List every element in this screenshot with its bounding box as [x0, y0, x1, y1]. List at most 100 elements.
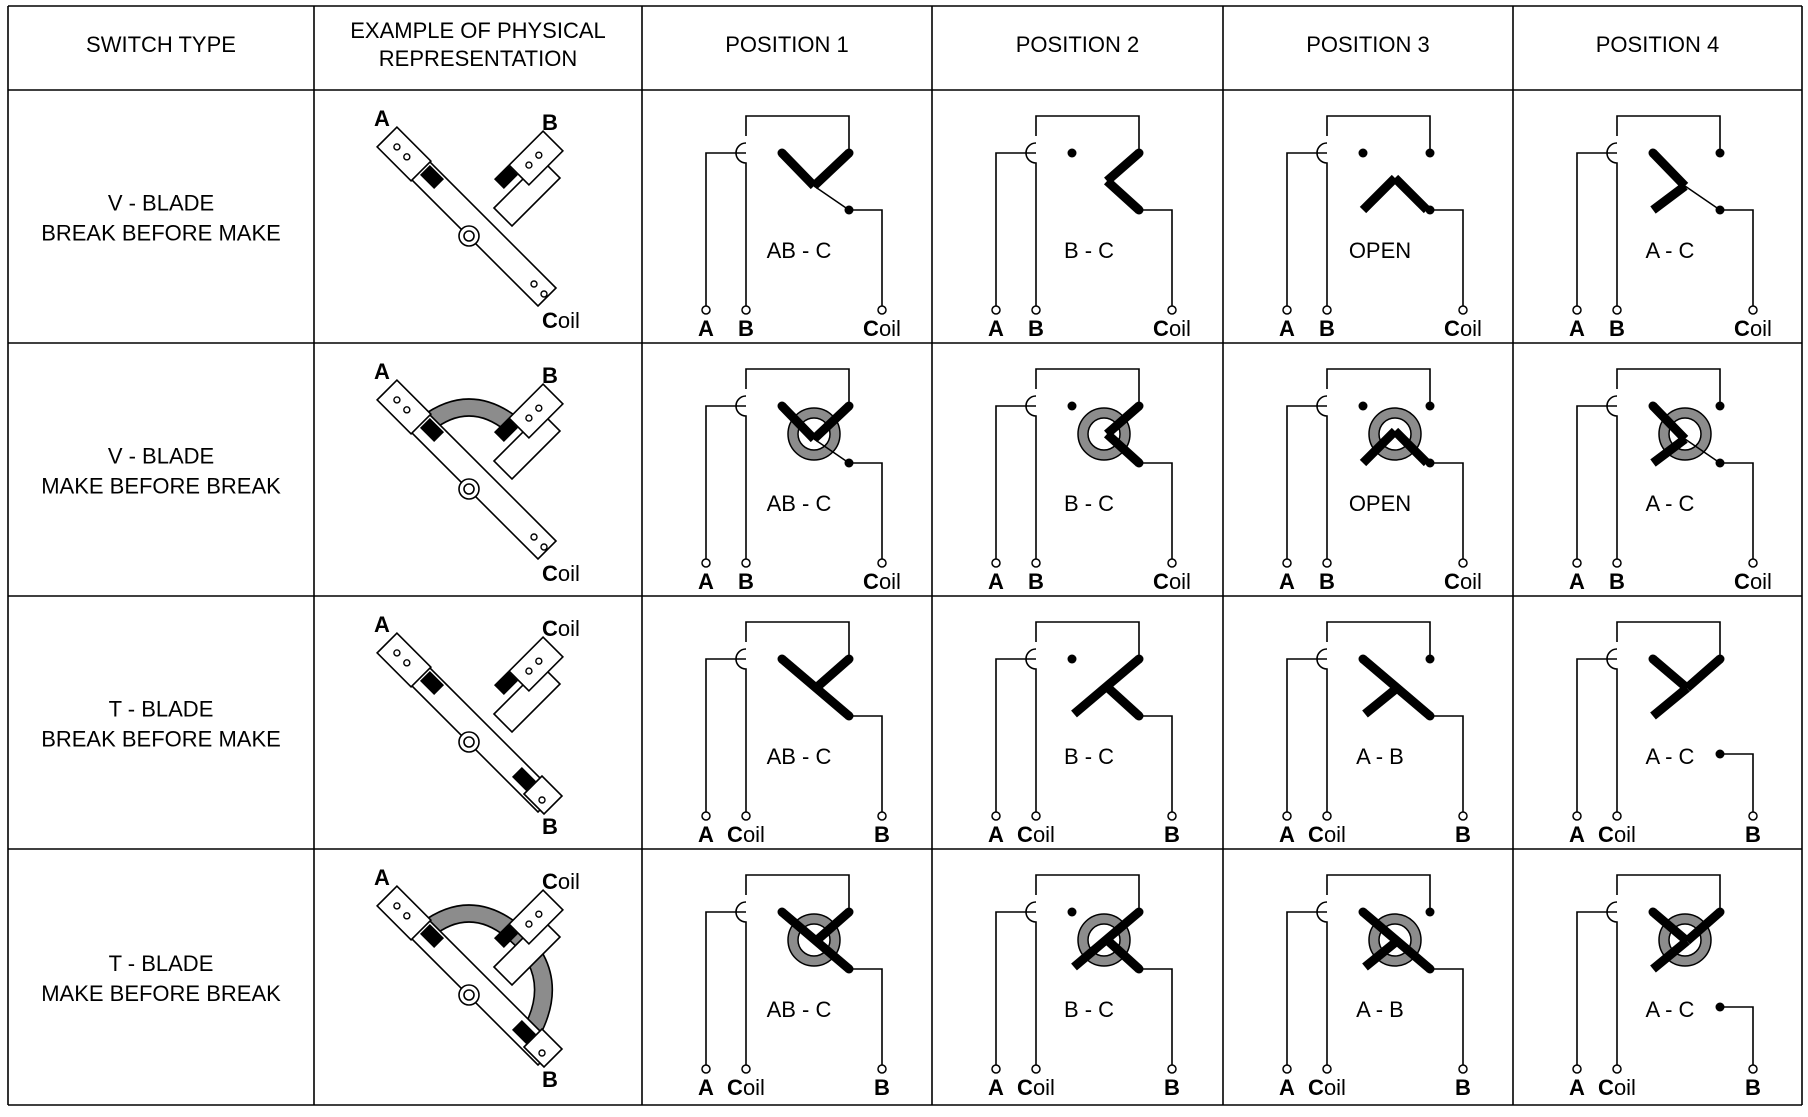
position-label-4: A - C: [1646, 238, 1695, 263]
physical-label-tail: B: [542, 1067, 558, 1092]
screw-hole: [540, 290, 548, 298]
physical-representation: A Coil B: [374, 865, 580, 1092]
switch-type-line1: V - BLADE: [108, 444, 214, 469]
wire-b: [1606, 648, 1618, 812]
terminal-plate: [375, 631, 433, 689]
wire-c: [1720, 753, 1754, 812]
terminal-0: [701, 811, 711, 821]
blade-hollow: [1684, 438, 1721, 464]
physical-label-tail: B: [542, 814, 558, 839]
terminal-label-2: B: [1319, 569, 1335, 594]
position-schematic: AB - C A Coil B: [698, 621, 890, 847]
terminal-2: [877, 1064, 887, 1074]
position-schematic: A - C A Coil B: [1569, 874, 1761, 1100]
terminal-label-3: Coil: [1153, 316, 1191, 341]
screw-hole: [393, 396, 401, 404]
terminal-2: [1167, 811, 1177, 821]
wire-c: [1139, 462, 1173, 559]
wire-top-loop: [1616, 874, 1721, 912]
terminal-label-3: B: [1455, 822, 1471, 847]
terminal-label-2: Coil: [1598, 1075, 1636, 1100]
screw-hole: [530, 533, 538, 541]
blade-bar: [810, 402, 853, 443]
terminal-plate: [507, 635, 565, 693]
terminal-plate-right: [507, 635, 565, 693]
terminal-plate: [507, 382, 565, 440]
terminal-label-3: B: [1745, 1075, 1761, 1100]
terminal-2: [1458, 1064, 1468, 1074]
blade-bar: [1391, 427, 1431, 467]
wire-b: [1316, 395, 1328, 559]
blade-bar: [778, 402, 818, 443]
wire-top-loop: [1616, 621, 1721, 659]
blade-bar: [1102, 682, 1143, 720]
screw-hole: [403, 153, 411, 161]
wire-c: [1430, 462, 1464, 559]
terminal-0: [991, 811, 1001, 821]
contact-dot: [1715, 1002, 1725, 1012]
wire-b: [735, 142, 747, 306]
terminal-label-2: B: [1609, 316, 1625, 341]
wire-b: [1316, 142, 1328, 306]
screw-hole: [403, 659, 411, 667]
position-label-4: A - C: [1646, 997, 1695, 1022]
terminal-0: [1282, 1064, 1292, 1074]
terminal-1: [741, 811, 751, 821]
wire-top-loop: [1616, 368, 1721, 406]
contact-dot: [1715, 401, 1725, 411]
blade-bar: [813, 655, 852, 692]
physical-label-right: B: [542, 110, 558, 135]
header-switch-type: SWITCH TYPE: [86, 32, 236, 57]
position-label-2: B - C: [1064, 744, 1114, 769]
blade-bar: [813, 908, 852, 945]
contact-dot: [1358, 148, 1368, 158]
position-label-3: A - B: [1356, 744, 1404, 769]
header-position-4: POSITION 4: [1596, 32, 1719, 57]
switch-type-line1: T - BLADE: [109, 951, 214, 976]
terminal-label-2: Coil: [727, 1075, 765, 1100]
wire-c: [849, 968, 883, 1065]
blade-bar: [778, 149, 818, 190]
blade-bar: [1649, 149, 1689, 190]
wire-a: [705, 911, 746, 1065]
physical-representation: A B Coil: [374, 106, 580, 333]
terminal-2: [1167, 1064, 1177, 1074]
terminal-plate-left: [375, 631, 433, 689]
terminal-plate-left: [375, 125, 433, 183]
wire-a: [1576, 658, 1617, 812]
terminal-label-3: B: [1164, 822, 1180, 847]
terminal-0: [1572, 558, 1582, 568]
wire-b: [1025, 648, 1037, 812]
terminal-label-3: B: [1745, 822, 1761, 847]
pivot-inner: [463, 483, 475, 495]
terminal-0: [991, 558, 1001, 568]
terminal-2: [877, 558, 887, 568]
wire-a: [995, 405, 1036, 559]
wire-a: [705, 658, 746, 812]
position-label-4: A - C: [1646, 491, 1695, 516]
screw-hole: [535, 910, 543, 918]
terminal-1: [1612, 1064, 1622, 1074]
wire-c: [849, 462, 883, 559]
terminal-2: [1167, 558, 1177, 568]
terminal-1: [1612, 811, 1622, 821]
terminal-label-3: Coil: [1734, 569, 1772, 594]
terminal-2: [1458, 305, 1468, 315]
terminal-label-1: A: [988, 316, 1004, 341]
terminal-0: [991, 305, 1001, 315]
blade-bar: [1650, 182, 1688, 214]
terminal-plate: [507, 129, 565, 187]
terminal-label-1: A: [1279, 569, 1295, 594]
position-schematic: B - C A Coil B: [988, 621, 1180, 847]
wire-top-loop: [1035, 115, 1140, 153]
blade-bar: [1684, 908, 1723, 945]
blade-hollow: [1684, 185, 1721, 211]
terminal-1: [1031, 1064, 1041, 1074]
position-schematic: A - B A Coil B: [1279, 621, 1471, 847]
terminal-label-2: B: [1319, 316, 1335, 341]
position-label-1: AB - C: [767, 238, 832, 263]
terminal-0: [1572, 1064, 1582, 1074]
terminal-plate-left: [375, 378, 433, 436]
terminal-label-1: A: [988, 569, 1004, 594]
